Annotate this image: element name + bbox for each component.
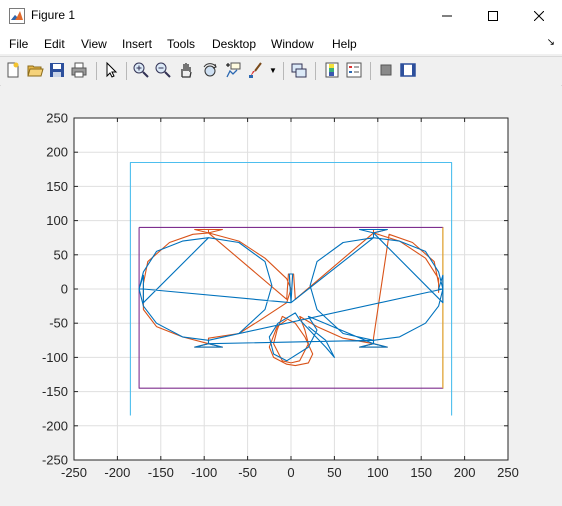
rotate-3d-icon[interactable] bbox=[201, 61, 219, 79]
x-tick-label: 200 bbox=[454, 465, 476, 480]
y-tick-label: 50 bbox=[54, 247, 68, 262]
minimize-button[interactable] bbox=[424, 0, 470, 32]
figure-canvas: -250 -200 -150 -100 -50 0 50 100 150 200 250 -250 -2… bbox=[1, 85, 561, 505]
plot-svg: -250 -200 -150 -100 -50 0 50 100 150 200 250-250-2… bbox=[1, 85, 561, 505]
x-tick-label: -200 bbox=[104, 465, 130, 480]
menu-desktop[interactable]: Desktop bbox=[212, 37, 256, 51]
y-tick-label: -250 bbox=[42, 453, 68, 468]
matlab-logo-icon bbox=[9, 8, 25, 24]
menu-window[interactable]: Window bbox=[271, 37, 314, 51]
title-bar: Figure 1 bbox=[0, 0, 562, 32]
open-file-icon[interactable] bbox=[26, 61, 44, 79]
hide-plot-tools-icon[interactable] bbox=[377, 61, 395, 79]
brush-dropdown-icon[interactable]: ▼ bbox=[269, 66, 277, 75]
maximize-button[interactable] bbox=[470, 0, 516, 32]
toolbar-separator bbox=[315, 62, 316, 80]
y-tick-label: -100 bbox=[42, 350, 68, 365]
y-tick-label: -150 bbox=[42, 384, 68, 399]
x-tick-label: 100 bbox=[367, 465, 389, 480]
figure-toolbar: ▼ bbox=[0, 56, 562, 86]
close-icon bbox=[534, 11, 544, 21]
legend-icon[interactable] bbox=[345, 61, 363, 79]
maximize-icon bbox=[488, 11, 498, 21]
pointer-icon[interactable] bbox=[102, 61, 120, 79]
data-cursor-icon[interactable] bbox=[224, 61, 242, 79]
zoom-out-icon[interactable] bbox=[154, 61, 172, 79]
colorbar-icon[interactable] bbox=[323, 61, 341, 79]
print-icon[interactable] bbox=[70, 61, 88, 79]
menu-insert[interactable]: Insert bbox=[122, 37, 152, 51]
y-tick-label: 100 bbox=[46, 213, 68, 228]
show-plot-tools-icon[interactable] bbox=[399, 61, 417, 79]
toolbar-separator bbox=[96, 62, 97, 80]
brush-icon[interactable] bbox=[247, 61, 265, 79]
x-tick-label: 250 bbox=[497, 465, 519, 480]
y-tick-label: 150 bbox=[46, 179, 68, 194]
y-tick-label: -200 bbox=[42, 418, 68, 433]
menu-file[interactable]: File bbox=[9, 37, 28, 51]
menu-edit[interactable]: Edit bbox=[44, 37, 65, 51]
toolbar-separator bbox=[370, 62, 371, 80]
menu-bar: File Edit View Insert Tools Desktop Wind… bbox=[0, 32, 562, 54]
y-tick-label: -50 bbox=[49, 316, 68, 331]
menu-view[interactable]: View bbox=[81, 37, 107, 51]
window-title: Figure 1 bbox=[31, 8, 75, 22]
zoom-in-icon[interactable] bbox=[132, 61, 150, 79]
y-tick-label: 200 bbox=[46, 145, 68, 160]
minimize-icon bbox=[442, 11, 452, 21]
menu-help[interactable]: Help bbox=[332, 37, 357, 51]
pan-icon[interactable] bbox=[177, 61, 195, 79]
toolbar-separator bbox=[126, 62, 127, 80]
x-tick-label: -150 bbox=[148, 465, 174, 480]
save-icon[interactable] bbox=[48, 61, 66, 79]
dock-arrow-icon[interactable]: ↘ bbox=[547, 37, 555, 48]
x-tick-label: -50 bbox=[238, 465, 257, 480]
x-tick-label: 50 bbox=[327, 465, 341, 480]
link-plot-icon[interactable] bbox=[290, 61, 308, 79]
close-button[interactable] bbox=[516, 0, 562, 32]
y-tick-label: 0 bbox=[61, 282, 68, 297]
x-tick-label: 0 bbox=[287, 465, 294, 480]
x-tick-label: 150 bbox=[410, 465, 432, 480]
new-figure-icon[interactable] bbox=[4, 61, 22, 79]
toolbar-separator bbox=[283, 62, 284, 80]
x-tick-label: -100 bbox=[191, 465, 217, 480]
y-tick-label: 250 bbox=[46, 111, 68, 126]
menu-tools[interactable]: Tools bbox=[167, 37, 195, 51]
